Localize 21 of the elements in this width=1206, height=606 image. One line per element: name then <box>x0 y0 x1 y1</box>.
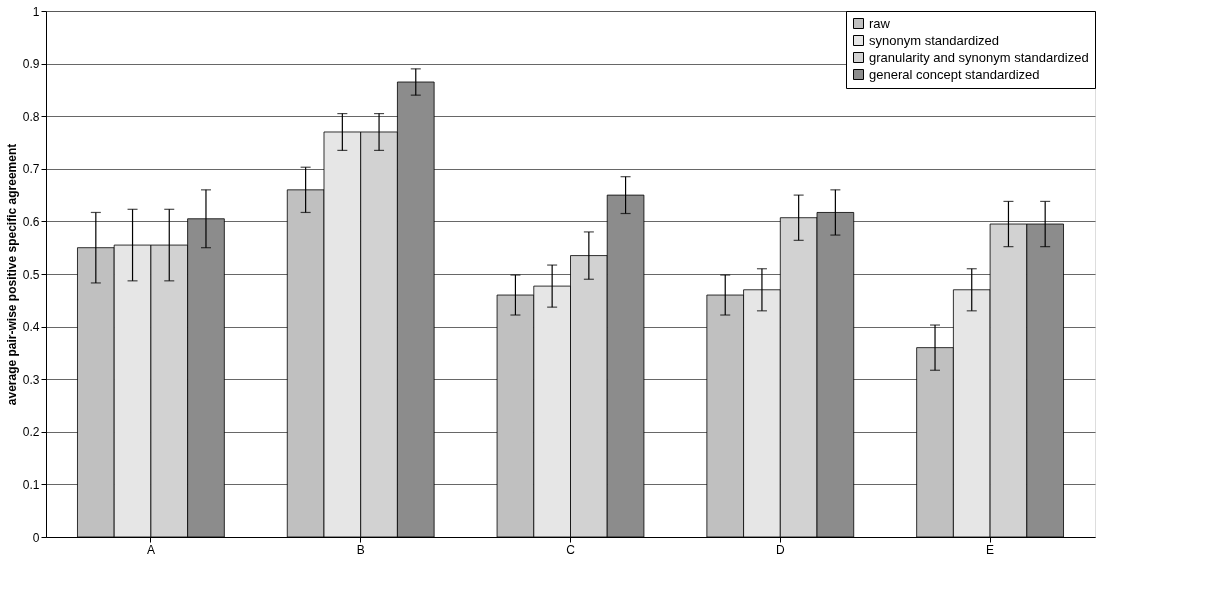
legend-label: general concept standardized <box>869 66 1040 82</box>
legend-label: granularity and synonym standardized <box>869 49 1089 65</box>
x-tick-label: A <box>146 542 155 557</box>
legend-label: synonym standardized <box>869 32 1000 48</box>
y-tick-label: 0.2 <box>22 425 40 440</box>
y-tick-label: 0.6 <box>22 214 40 229</box>
x-tick-label: E <box>986 542 995 557</box>
y-tick-label: 0.5 <box>22 267 40 282</box>
y-tick-label: 1 <box>32 4 40 19</box>
y-tick-label: 0 <box>32 530 40 545</box>
legend-label: raw <box>869 15 891 31</box>
x-tick-label: C <box>566 542 576 557</box>
y-tick-label: 0.7 <box>22 162 40 177</box>
y-axis-title: average pair-wise positive specific agreement <box>4 143 19 406</box>
y-tick-label: 0.1 <box>22 477 40 492</box>
y-tick-label: 0.3 <box>22 372 40 387</box>
y-tick-label: 0.4 <box>22 320 40 335</box>
x-tick-label: D <box>775 542 785 557</box>
x-tick-label: B <box>356 542 365 557</box>
y-tick-label: 0.8 <box>22 109 40 124</box>
y-tick-label: 0.9 <box>22 57 40 72</box>
